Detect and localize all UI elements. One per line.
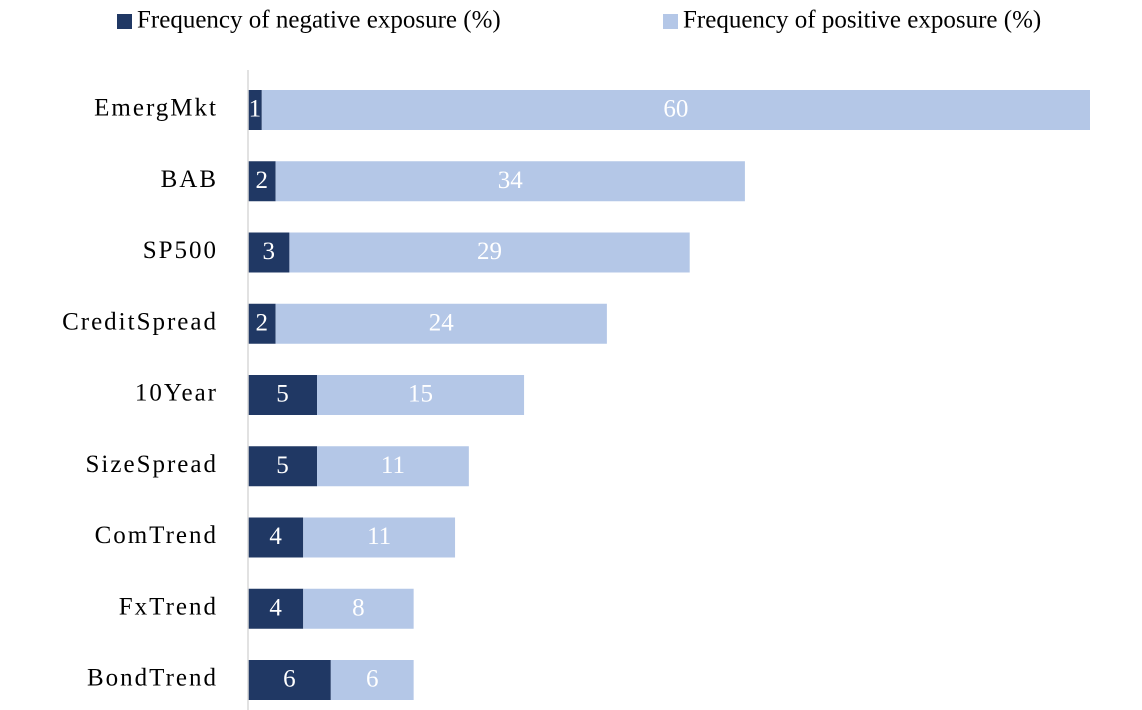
bar-segment xyxy=(303,517,456,558)
bar-segment xyxy=(248,161,276,202)
value-label: 4 xyxy=(269,594,282,621)
bar-segment xyxy=(248,90,262,130)
category-label: SizeSpread xyxy=(86,451,218,478)
bar-segment xyxy=(303,588,414,629)
category-label: BondTrend xyxy=(87,665,218,692)
value-label: 1 xyxy=(249,96,262,123)
bar-segment xyxy=(275,161,745,202)
value-label: 8 xyxy=(352,594,365,621)
value-label: 60 xyxy=(663,96,688,123)
bar-segment xyxy=(317,375,525,415)
category-label: 10Year xyxy=(135,380,218,407)
value-label: 4 xyxy=(269,523,282,550)
legend-swatch xyxy=(663,14,678,29)
legend-swatch xyxy=(117,14,132,29)
value-label: 11 xyxy=(381,452,405,479)
bar-segment xyxy=(248,375,318,415)
value-label: 11 xyxy=(367,523,391,550)
category-label: FxTrend xyxy=(119,593,218,620)
category-label: EmergMkt xyxy=(94,95,218,122)
value-label: 5 xyxy=(276,381,289,408)
value-label: 2 xyxy=(256,167,269,194)
category-label: ComTrend xyxy=(95,522,218,549)
legend-label: Frequency of positive exposure (%) xyxy=(683,7,1041,34)
value-label: 24 xyxy=(429,309,455,336)
bar-segment xyxy=(317,446,469,487)
value-label: 34 xyxy=(498,167,524,194)
value-label: 6 xyxy=(283,666,296,693)
value-label: 15 xyxy=(408,381,433,408)
category-label: CreditSpread xyxy=(62,308,218,335)
bar-segment xyxy=(330,660,414,700)
bar-segment xyxy=(248,446,318,487)
value-label: 5 xyxy=(276,452,289,479)
bar-segment xyxy=(248,303,276,344)
bar-segment xyxy=(248,517,304,558)
category-label: BAB xyxy=(161,166,218,193)
bar-segment xyxy=(248,660,331,700)
legend-label: Frequency of negative exposure (%) xyxy=(137,7,501,34)
bar-segment xyxy=(248,588,304,629)
bar-segment xyxy=(261,90,1090,130)
bar-segment xyxy=(248,232,290,273)
value-label: 29 xyxy=(477,238,502,265)
category-label: SP500 xyxy=(143,237,218,264)
value-label: 3 xyxy=(262,238,275,265)
value-label: 6 xyxy=(366,666,379,693)
value-label: 2 xyxy=(256,309,269,336)
bar-segment xyxy=(289,232,690,273)
bar-segment xyxy=(275,303,607,344)
